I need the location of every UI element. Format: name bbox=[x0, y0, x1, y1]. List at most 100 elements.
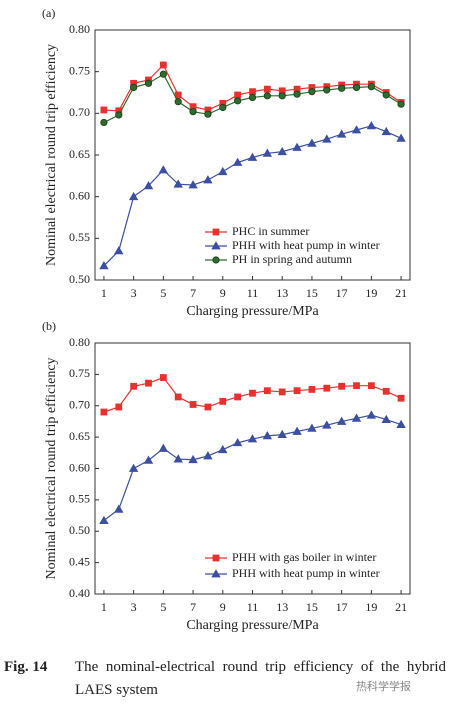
marker bbox=[292, 426, 302, 435]
panel-label: (b) bbox=[42, 319, 56, 333]
caption: Fig. 14 The nominal-electrical round tri… bbox=[4, 656, 446, 702]
marker bbox=[293, 90, 301, 98]
panel-label: (a) bbox=[42, 6, 55, 20]
marker bbox=[203, 175, 213, 184]
marker bbox=[99, 515, 109, 524]
marker bbox=[204, 403, 212, 411]
x-tick-label: 13 bbox=[276, 600, 288, 614]
y-tick-label: 0.40 bbox=[69, 586, 90, 600]
marker bbox=[263, 85, 271, 93]
marker bbox=[367, 382, 375, 390]
marker bbox=[128, 191, 139, 201]
marker bbox=[351, 413, 362, 422]
marker bbox=[366, 410, 377, 419]
marker bbox=[99, 261, 109, 270]
y-tick-label: 0.45 bbox=[69, 554, 90, 568]
marker bbox=[278, 388, 286, 396]
marker bbox=[381, 126, 391, 136]
marker bbox=[353, 382, 360, 390]
legend-marker bbox=[212, 256, 220, 264]
marker bbox=[159, 374, 167, 381]
marker bbox=[174, 393, 182, 401]
legend-marker bbox=[212, 554, 220, 562]
marker bbox=[249, 389, 256, 397]
y-tick-label: 0.60 bbox=[69, 188, 90, 202]
legend-label: PH in spring and autumn bbox=[232, 252, 352, 266]
y-tick-label: 0.60 bbox=[69, 460, 90, 474]
marker bbox=[277, 429, 287, 439]
marker bbox=[263, 387, 271, 395]
x-tick-label: 15 bbox=[306, 600, 318, 614]
marker bbox=[232, 437, 243, 447]
x-tick-label: 1 bbox=[101, 600, 107, 614]
x-tick-label: 3 bbox=[131, 286, 137, 300]
marker bbox=[336, 129, 347, 138]
marker bbox=[381, 414, 391, 423]
marker bbox=[338, 382, 346, 390]
y-tick-label: 0.50 bbox=[69, 523, 90, 537]
marker bbox=[307, 423, 317, 432]
marker bbox=[143, 181, 154, 190]
marker bbox=[100, 106, 108, 114]
marker bbox=[158, 165, 169, 174]
y-tick-label: 0.75 bbox=[69, 366, 90, 380]
marker bbox=[397, 394, 405, 402]
marker bbox=[188, 454, 198, 464]
legend-label: PHH with gas boiler in winter bbox=[232, 550, 376, 564]
marker bbox=[352, 83, 361, 92]
marker bbox=[189, 401, 197, 408]
y-axis-label: Nominal electrical round trip efficiency bbox=[44, 357, 59, 579]
marker bbox=[263, 92, 271, 100]
caption-text: The nominal-electrical round trip effici… bbox=[75, 659, 446, 698]
marker bbox=[308, 386, 316, 393]
marker bbox=[367, 83, 375, 91]
x-tick-label: 21 bbox=[395, 600, 407, 614]
watermark: 热科学学报 bbox=[356, 680, 411, 693]
legend-label: PHC in summer bbox=[232, 224, 309, 238]
marker bbox=[322, 420, 332, 429]
marker bbox=[396, 419, 406, 428]
x-tick-label: 5 bbox=[160, 600, 166, 614]
marker bbox=[159, 61, 167, 69]
marker bbox=[366, 121, 377, 130]
x-tick-label: 3 bbox=[131, 600, 137, 614]
marker bbox=[218, 444, 228, 454]
marker bbox=[115, 403, 123, 411]
marker bbox=[308, 88, 316, 96]
x-tick-label: 9 bbox=[220, 286, 226, 300]
x-axis-label: Charging pressure/MPa bbox=[186, 304, 319, 319]
x-tick-label: 17 bbox=[336, 286, 348, 300]
y-tick-label: 0.65 bbox=[69, 147, 90, 161]
x-tick-label: 9 bbox=[220, 600, 226, 614]
marker bbox=[130, 382, 138, 390]
marker bbox=[144, 79, 153, 87]
marker bbox=[158, 443, 169, 452]
y-tick-label: 0.55 bbox=[69, 230, 90, 244]
marker bbox=[247, 434, 258, 443]
marker bbox=[143, 455, 154, 464]
marker bbox=[114, 504, 124, 513]
marker bbox=[115, 111, 123, 119]
legend-label: PHH with heat pump in winter bbox=[232, 566, 380, 580]
marker bbox=[323, 384, 331, 392]
y-tick-label: 0.75 bbox=[69, 63, 90, 77]
x-tick-label: 19 bbox=[365, 600, 377, 614]
y-tick-label: 0.65 bbox=[69, 429, 90, 443]
marker bbox=[249, 88, 256, 96]
marker bbox=[336, 416, 347, 425]
marker bbox=[188, 180, 198, 189]
x-tick-label: 7 bbox=[190, 286, 196, 300]
marker bbox=[278, 92, 286, 100]
marker bbox=[396, 133, 406, 142]
marker bbox=[248, 93, 257, 102]
marker bbox=[100, 408, 108, 416]
y-tick-label: 0.50 bbox=[69, 272, 90, 286]
y-tick-label: 0.80 bbox=[69, 22, 90, 36]
x-tick-label: 17 bbox=[336, 600, 348, 614]
marker bbox=[234, 393, 242, 401]
marker bbox=[128, 463, 139, 472]
x-tick-label: 11 bbox=[247, 286, 259, 300]
marker bbox=[130, 83, 138, 92]
marker bbox=[204, 110, 212, 118]
